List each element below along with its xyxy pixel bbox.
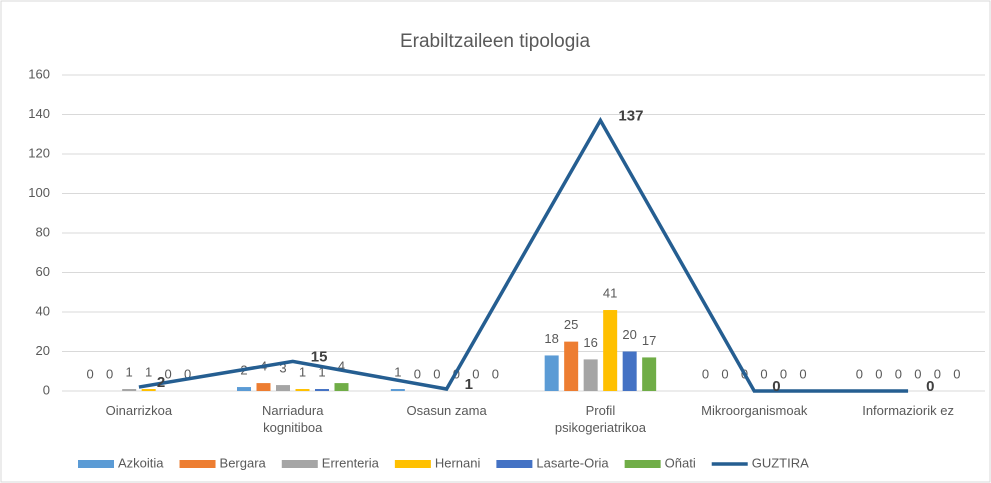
y-tick-label: 60 [36,264,50,279]
x-tick-label: Oinarrizkoa [105,403,173,418]
legend-label: Lasarte-Oria [536,455,609,470]
bar-value-label: 41 [603,285,617,300]
bar-value-label: 0 [433,366,440,381]
bar-value-label: 1 [299,364,306,379]
legend-label: Bergara [220,455,267,470]
chart-title: Erabiltzaileen tipologia [400,31,591,52]
bar-value-label: 0 [87,366,94,381]
bar [622,351,637,391]
y-tick-label: 80 [36,224,50,239]
bar-value-label: 0 [799,366,806,381]
bar-value-label: 0 [702,366,709,381]
bar [256,383,271,391]
x-tick-label: Mikroorganismoak [701,403,808,418]
legend-label: GUZTIRA [752,455,809,470]
x-tick-label: Profil psikogeriatrikoa [554,403,646,435]
bar-value-label: 3 [279,361,286,376]
bar-value-label: 0 [472,366,479,381]
bar-value-label: 0 [760,366,767,381]
line-series [138,116,909,393]
y-tick-label: 40 [36,303,50,318]
y-tick-label: 160 [28,66,50,81]
y-tick-label: 100 [28,185,50,200]
bar-value-label: 1 [318,364,325,379]
legend-swatch [624,460,661,468]
bar [141,389,156,391]
bar [315,389,329,391]
bar-value-label: 20 [622,327,636,342]
y-tick-label: 140 [28,106,50,121]
legend-swatch [78,460,114,468]
legend-label: Hernani [435,455,481,470]
bar-value-label: 0 [721,366,728,381]
bar-value-label: 1 [145,364,152,379]
bar [237,387,251,391]
bar-value-label: 0 [414,366,421,381]
bar [295,389,310,391]
x-tick-label: Informaziorik ez [862,403,954,418]
line-value-label: 15 [311,348,328,365]
x-tick-label: Narriadura kognitiboa [262,403,324,435]
bar-value-label: 0 [106,366,113,381]
bar-value-label: 4 [338,359,345,374]
line-value-label: 2 [157,374,165,391]
bar-value-label: 0 [914,366,921,381]
bar-value-label: 0 [953,366,960,381]
legend-swatch [179,460,216,468]
bar-value-label: 0 [492,366,499,381]
bar-value-label: 17 [642,333,656,348]
bar [603,310,618,391]
bar [334,383,349,391]
bar-value-label: 0 [895,366,902,381]
bar-value-label: 25 [564,317,578,332]
line-value-label: 1 [465,376,473,393]
line-value-label: 137 [618,107,643,124]
bar-value-label: 18 [544,331,558,346]
bar [544,355,559,391]
bar [276,385,290,391]
bar [583,359,598,391]
legend-label: Azkoitia [118,455,164,470]
line-value-label: 0 [926,378,934,395]
y-tick-label: 120 [28,145,50,160]
legend-label: Errenteria [322,455,380,470]
bar-value-label: 1 [394,364,401,379]
bar-value-label: 0 [184,366,191,381]
bar-value-label: 0 [856,366,863,381]
y-tick-label: 20 [36,343,50,358]
bar [390,389,405,391]
bar [642,357,657,391]
bar-value-label: 0 [875,366,882,381]
bar-value-label: 0 [780,366,787,381]
x-tick-label: Osasun zama [406,403,487,418]
bar-value-label: 0 [934,366,941,381]
legend-swatch [496,460,533,468]
legend-label: Oñati [665,455,696,470]
y-tick-label: 0 [43,382,50,397]
bar [122,389,137,391]
bar-value-label: 1 [126,364,133,379]
legend-swatch [394,460,431,468]
line-value-label: 0 [772,378,780,395]
bar-value-label: 16 [583,335,597,350]
legend-swatch [281,460,318,468]
bar [564,341,579,391]
bar-value-label: 0 [165,366,172,381]
